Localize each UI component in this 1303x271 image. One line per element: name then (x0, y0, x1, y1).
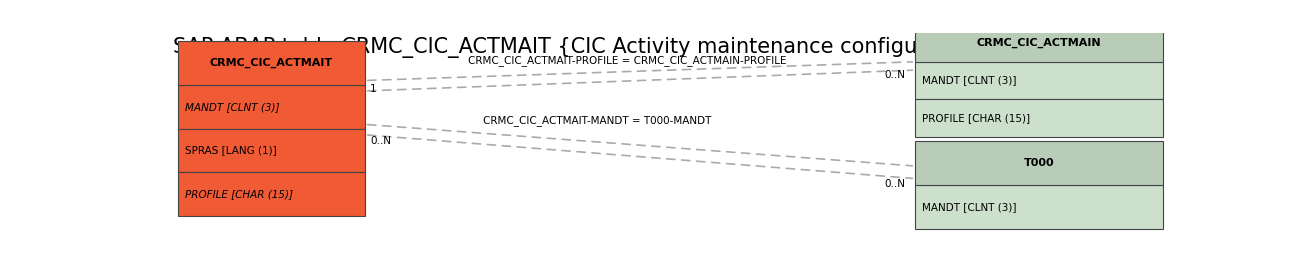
Bar (915, 62, 1162, 99)
Text: CRMC_CIC_ACTMAIT: CRMC_CIC_ACTMAIT (210, 58, 334, 68)
Bar (915, 99, 1162, 137)
Text: CRMC_CIC_ACTMAIN: CRMC_CIC_ACTMAIN (976, 38, 1101, 48)
Bar (915, 185, 1162, 229)
Text: SAP ABAP table CRMC_CIC_ACTMAIT {CIC Activity maintenance configuration text}: SAP ABAP table CRMC_CIC_ACTMAIT {CIC Act… (173, 37, 1040, 58)
Bar (179, 41, 365, 85)
Text: PROFILE [CHAR (15)]: PROFILE [CHAR (15)] (185, 189, 293, 199)
Text: T000: T000 (1024, 158, 1054, 168)
Text: MANDT [CLNT (3)]: MANDT [CLNT (3)] (185, 102, 280, 112)
Bar (179, 128, 365, 172)
Bar (915, 24, 1162, 62)
Bar (179, 172, 365, 216)
Text: MANDT [CLNT (3)]: MANDT [CLNT (3)] (923, 76, 1016, 86)
Text: 0..N: 0..N (885, 179, 906, 189)
Text: SPRAS [LANG (1)]: SPRAS [LANG (1)] (185, 146, 276, 156)
Text: 0..N: 0..N (370, 136, 391, 146)
Text: CRMC_CIC_ACTMAIT-MANDT = T000-MANDT: CRMC_CIC_ACTMAIT-MANDT = T000-MANDT (483, 115, 711, 126)
Text: 1: 1 (370, 84, 377, 94)
Text: 0..N: 0..N (885, 70, 906, 80)
Text: PROFILE [CHAR (15)]: PROFILE [CHAR (15)] (923, 113, 1031, 123)
Text: CRMC_CIC_ACTMAIT-PROFILE = CRMC_CIC_ACTMAIN-PROFILE: CRMC_CIC_ACTMAIT-PROFILE = CRMC_CIC_ACTM… (468, 55, 787, 66)
Bar (915, 141, 1162, 185)
Text: MANDT [CLNT (3)]: MANDT [CLNT (3)] (923, 202, 1016, 212)
Bar (179, 85, 365, 128)
